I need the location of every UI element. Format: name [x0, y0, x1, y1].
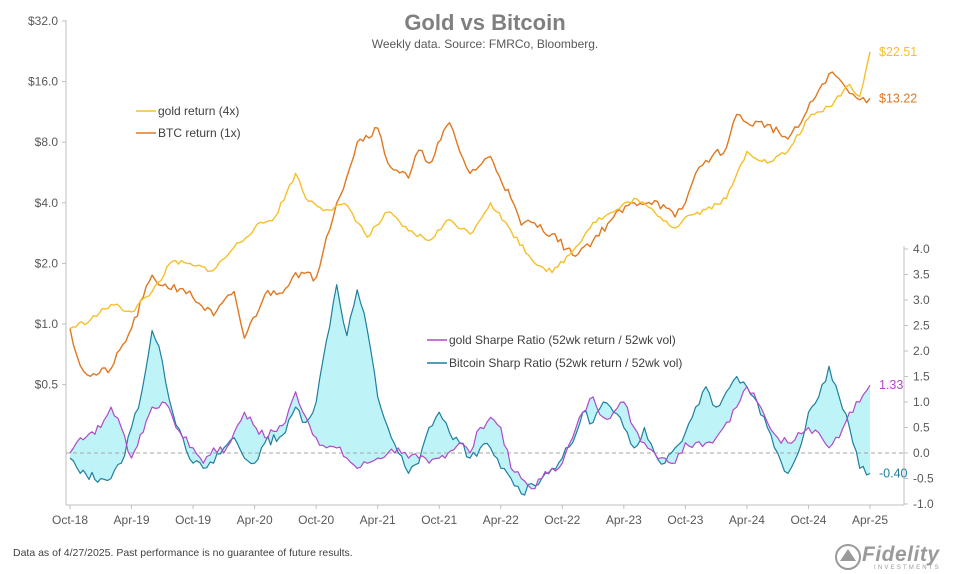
gold-return-line [69, 51, 871, 330]
y-tick-label-left: $8.0 [35, 135, 59, 149]
x-tick-label: Oct-24 [790, 513, 826, 527]
y-tick-label-right: 4.0 [913, 242, 930, 256]
y-tick-label-right: -0.5 [913, 472, 934, 486]
logo-subtext: INVESTMENTS [874, 565, 941, 571]
x-tick-label: Oct-19 [175, 513, 211, 527]
x-tick-label: Oct-23 [667, 513, 703, 527]
legend-btc-return-label: BTC return (1x) [158, 126, 241, 140]
y-tick-label-right: 2.5 [913, 319, 930, 333]
legend-gold-sharpe-label: gold Sharpe Ratio (52wk return / 52wk vo… [449, 333, 676, 347]
y-tick-label-right: 1.0 [913, 395, 930, 409]
btc-return-end-label: $13.22 [879, 91, 917, 105]
legend-btc-sharpe-label: Bitcoin Sharp Ratio (52wk return / 52wk … [449, 356, 682, 370]
gold-return-end-label: $22.51 [879, 45, 917, 59]
y-tick-label-right: 3.0 [913, 293, 930, 307]
footnote: Data as of 4/27/2025. Past performance i… [13, 547, 353, 559]
y-tick-label-left: $4.0 [35, 196, 59, 210]
y-tick-label-right: 0.0 [913, 446, 930, 460]
y-tick-label-right: 3.5 [913, 268, 930, 282]
chart-title: Gold vs Bitcoin [404, 10, 565, 35]
sharpe-fill-area [70, 284, 870, 495]
y-tick-label-right: 2.0 [913, 344, 930, 358]
btc-return-line [69, 71, 871, 377]
x-tick-label: Apr-22 [483, 513, 519, 527]
x-tick-label: Oct-20 [298, 513, 334, 527]
x-tick-label: Apr-19 [114, 513, 150, 527]
x-tick-label: Oct-22 [544, 513, 580, 527]
legend-gold-return-label: gold return (4x) [158, 104, 239, 118]
x-tick-label: Apr-25 [852, 513, 888, 527]
fidelity-logo: Fidelity INVESTMENTS [834, 543, 968, 571]
y-tick-label-left: $32.0 [28, 14, 58, 28]
y-tick-label-left: $0.5 [35, 378, 59, 392]
btc-sharpe-end-label: -0.40 [879, 466, 908, 480]
chart-subtitle: Weekly data. Source: FMRCo, Bloomberg. [372, 37, 599, 51]
x-tick-label: Apr-21 [360, 513, 396, 527]
y-tick-label-right: -1.0 [913, 497, 934, 511]
x-tick-label: Apr-24 [729, 513, 765, 527]
x-tick-label: Apr-20 [237, 513, 273, 527]
x-tick-label: Oct-21 [421, 513, 457, 527]
x-tick-label: Apr-23 [606, 513, 642, 527]
y-tick-label-left: $2.0 [35, 256, 59, 270]
y-tick-label-left: $16.0 [28, 75, 58, 89]
x-tick-label: Oct-18 [52, 513, 88, 527]
btc-sharpe-line [69, 284, 871, 496]
gold-sharpe-line [69, 384, 871, 490]
gold-sharpe-end-label: 1.33 [879, 378, 903, 392]
y-tick-label-left: $1.0 [35, 317, 59, 331]
y-tick-label-right: 1.5 [913, 370, 930, 384]
y-tick-label-right: 0.5 [913, 421, 930, 435]
logo-text: Fidelity [862, 543, 940, 566]
pyramid-logo-icon [835, 544, 861, 570]
